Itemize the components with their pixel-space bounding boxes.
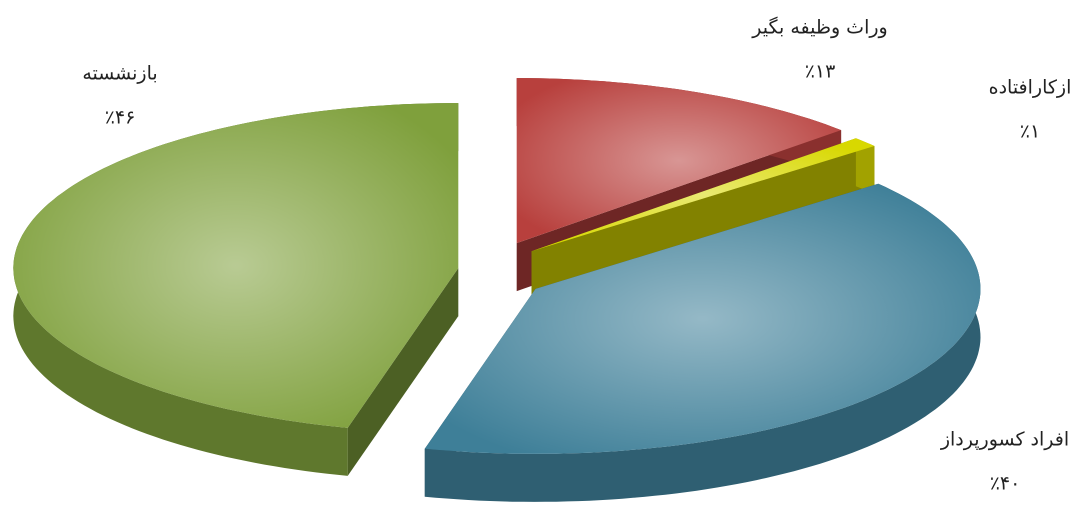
pie bbox=[13, 78, 981, 502]
slice-shine bbox=[516, 78, 842, 244]
labels: وراث وظیفه بگیر ٪۱۳ ازکارافتاده ٪۱ افراد کسو… bbox=[82, 16, 1071, 495]
value-label: ٪۱۳ bbox=[805, 61, 836, 83]
slice-label: ازکارافتاده bbox=[989, 77, 1072, 99]
value-label: ٪۴۶ bbox=[105, 107, 136, 129]
slice-label: وراث وظیفه بگیر bbox=[751, 16, 887, 39]
slice-label: افراد کسورپرداز bbox=[940, 429, 1069, 451]
value-label: ٪۱ bbox=[1020, 121, 1040, 143]
value-label: ٪۴۰ bbox=[990, 473, 1021, 495]
slice-wall bbox=[855, 138, 875, 194]
slice-side bbox=[531, 146, 875, 300]
slice bbox=[424, 183, 981, 502]
slice-wall bbox=[424, 183, 981, 502]
slice-shine bbox=[424, 183, 981, 454]
slice bbox=[13, 103, 459, 476]
slice-shine bbox=[13, 103, 459, 428]
slice-shine bbox=[531, 138, 875, 252]
slice-label: بازنشسته bbox=[82, 63, 157, 85]
slice-side bbox=[347, 268, 459, 476]
slice bbox=[531, 138, 875, 300]
